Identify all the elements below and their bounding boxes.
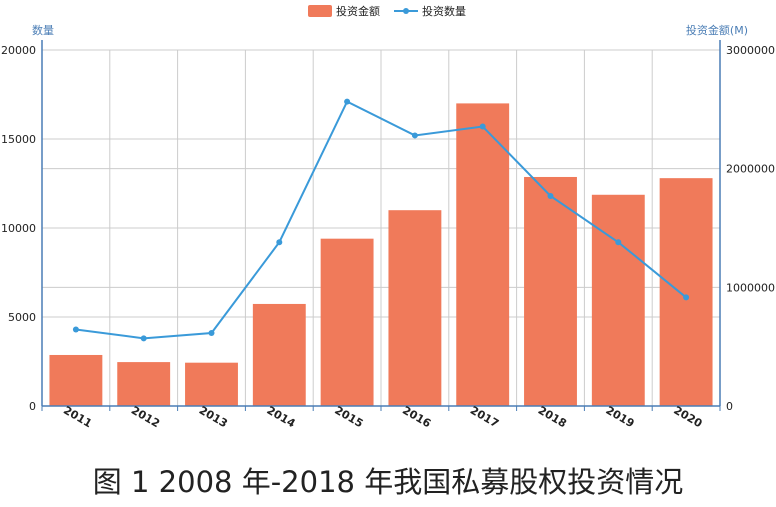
x-tick-label: 2018 [536, 404, 569, 431]
x-tick-label: 2016 [400, 404, 433, 431]
left-tick-label: 0 [29, 400, 36, 413]
bar-2012 [117, 362, 171, 406]
x-tick-label: 2020 [671, 404, 704, 431]
x-tick-label: 2017 [468, 404, 501, 431]
x-tick-label: 2019 [604, 404, 637, 431]
figure-caption: 图 1 2008 年-2018 年我国私募股权投资情况 [92, 465, 684, 499]
bar-2020 [659, 178, 713, 406]
right-tick-label: 0 [726, 400, 733, 413]
chart: 20000 15000 10000 5000 0 3000000 2000000 100000… [1, 4, 775, 430]
legend: 投资金额 投资数量 [308, 4, 466, 18]
line-point-2013 [208, 330, 215, 337]
legend-label-bar: 投资金额 [336, 4, 380, 18]
left-axis-title: 数量 [32, 24, 54, 37]
legend-bar-swatch [308, 5, 332, 17]
x-tick-label: 2015 [332, 404, 365, 431]
bar-2019 [591, 194, 645, 406]
legend-line-dot [403, 8, 409, 14]
right-axis-title: 投资金额(M) [686, 23, 748, 37]
right-tick-label: 3000000 [726, 44, 775, 57]
bar-2016 [388, 210, 442, 406]
left-tick-label: 15000 [1, 133, 36, 146]
left-tick-label: 20000 [1, 44, 36, 57]
line-point-2016 [411, 132, 418, 139]
line-point-2011 [72, 326, 79, 333]
x-tick-label: 2014 [265, 404, 298, 431]
x-tick-label: 2012 [129, 404, 162, 431]
bar-2018 [524, 176, 577, 406]
line-point-2015 [344, 98, 351, 105]
legend-label-line: 投资数量 [422, 4, 466, 18]
bar-2014 [252, 303, 306, 406]
line-point-2020 [683, 294, 690, 301]
line-point-2012 [140, 335, 147, 342]
axes: 20000 15000 10000 5000 0 3000000 2000000 100000… [1, 23, 775, 430]
left-tick-label: 10000 [1, 222, 36, 235]
bar-2013 [185, 362, 238, 406]
right-tick-label: 1000000 [726, 281, 775, 294]
bar-series [49, 103, 713, 407]
line-point-2014 [276, 239, 283, 246]
line-path [75, 100, 687, 340]
bar-2015 [320, 238, 374, 406]
bar-2017 [456, 103, 510, 407]
left-tick-label: 5000 [8, 311, 36, 324]
x-tick-label: 2011 [61, 404, 94, 431]
right-tick-label: 2000000 [726, 163, 775, 176]
line-point-2019 [615, 239, 622, 246]
line-point-2018 [547, 192, 554, 199]
x-tick-label: 2013 [197, 404, 230, 431]
bar-2011 [49, 354, 103, 406]
line-series [72, 98, 690, 342]
line-point-2017 [479, 123, 486, 130]
